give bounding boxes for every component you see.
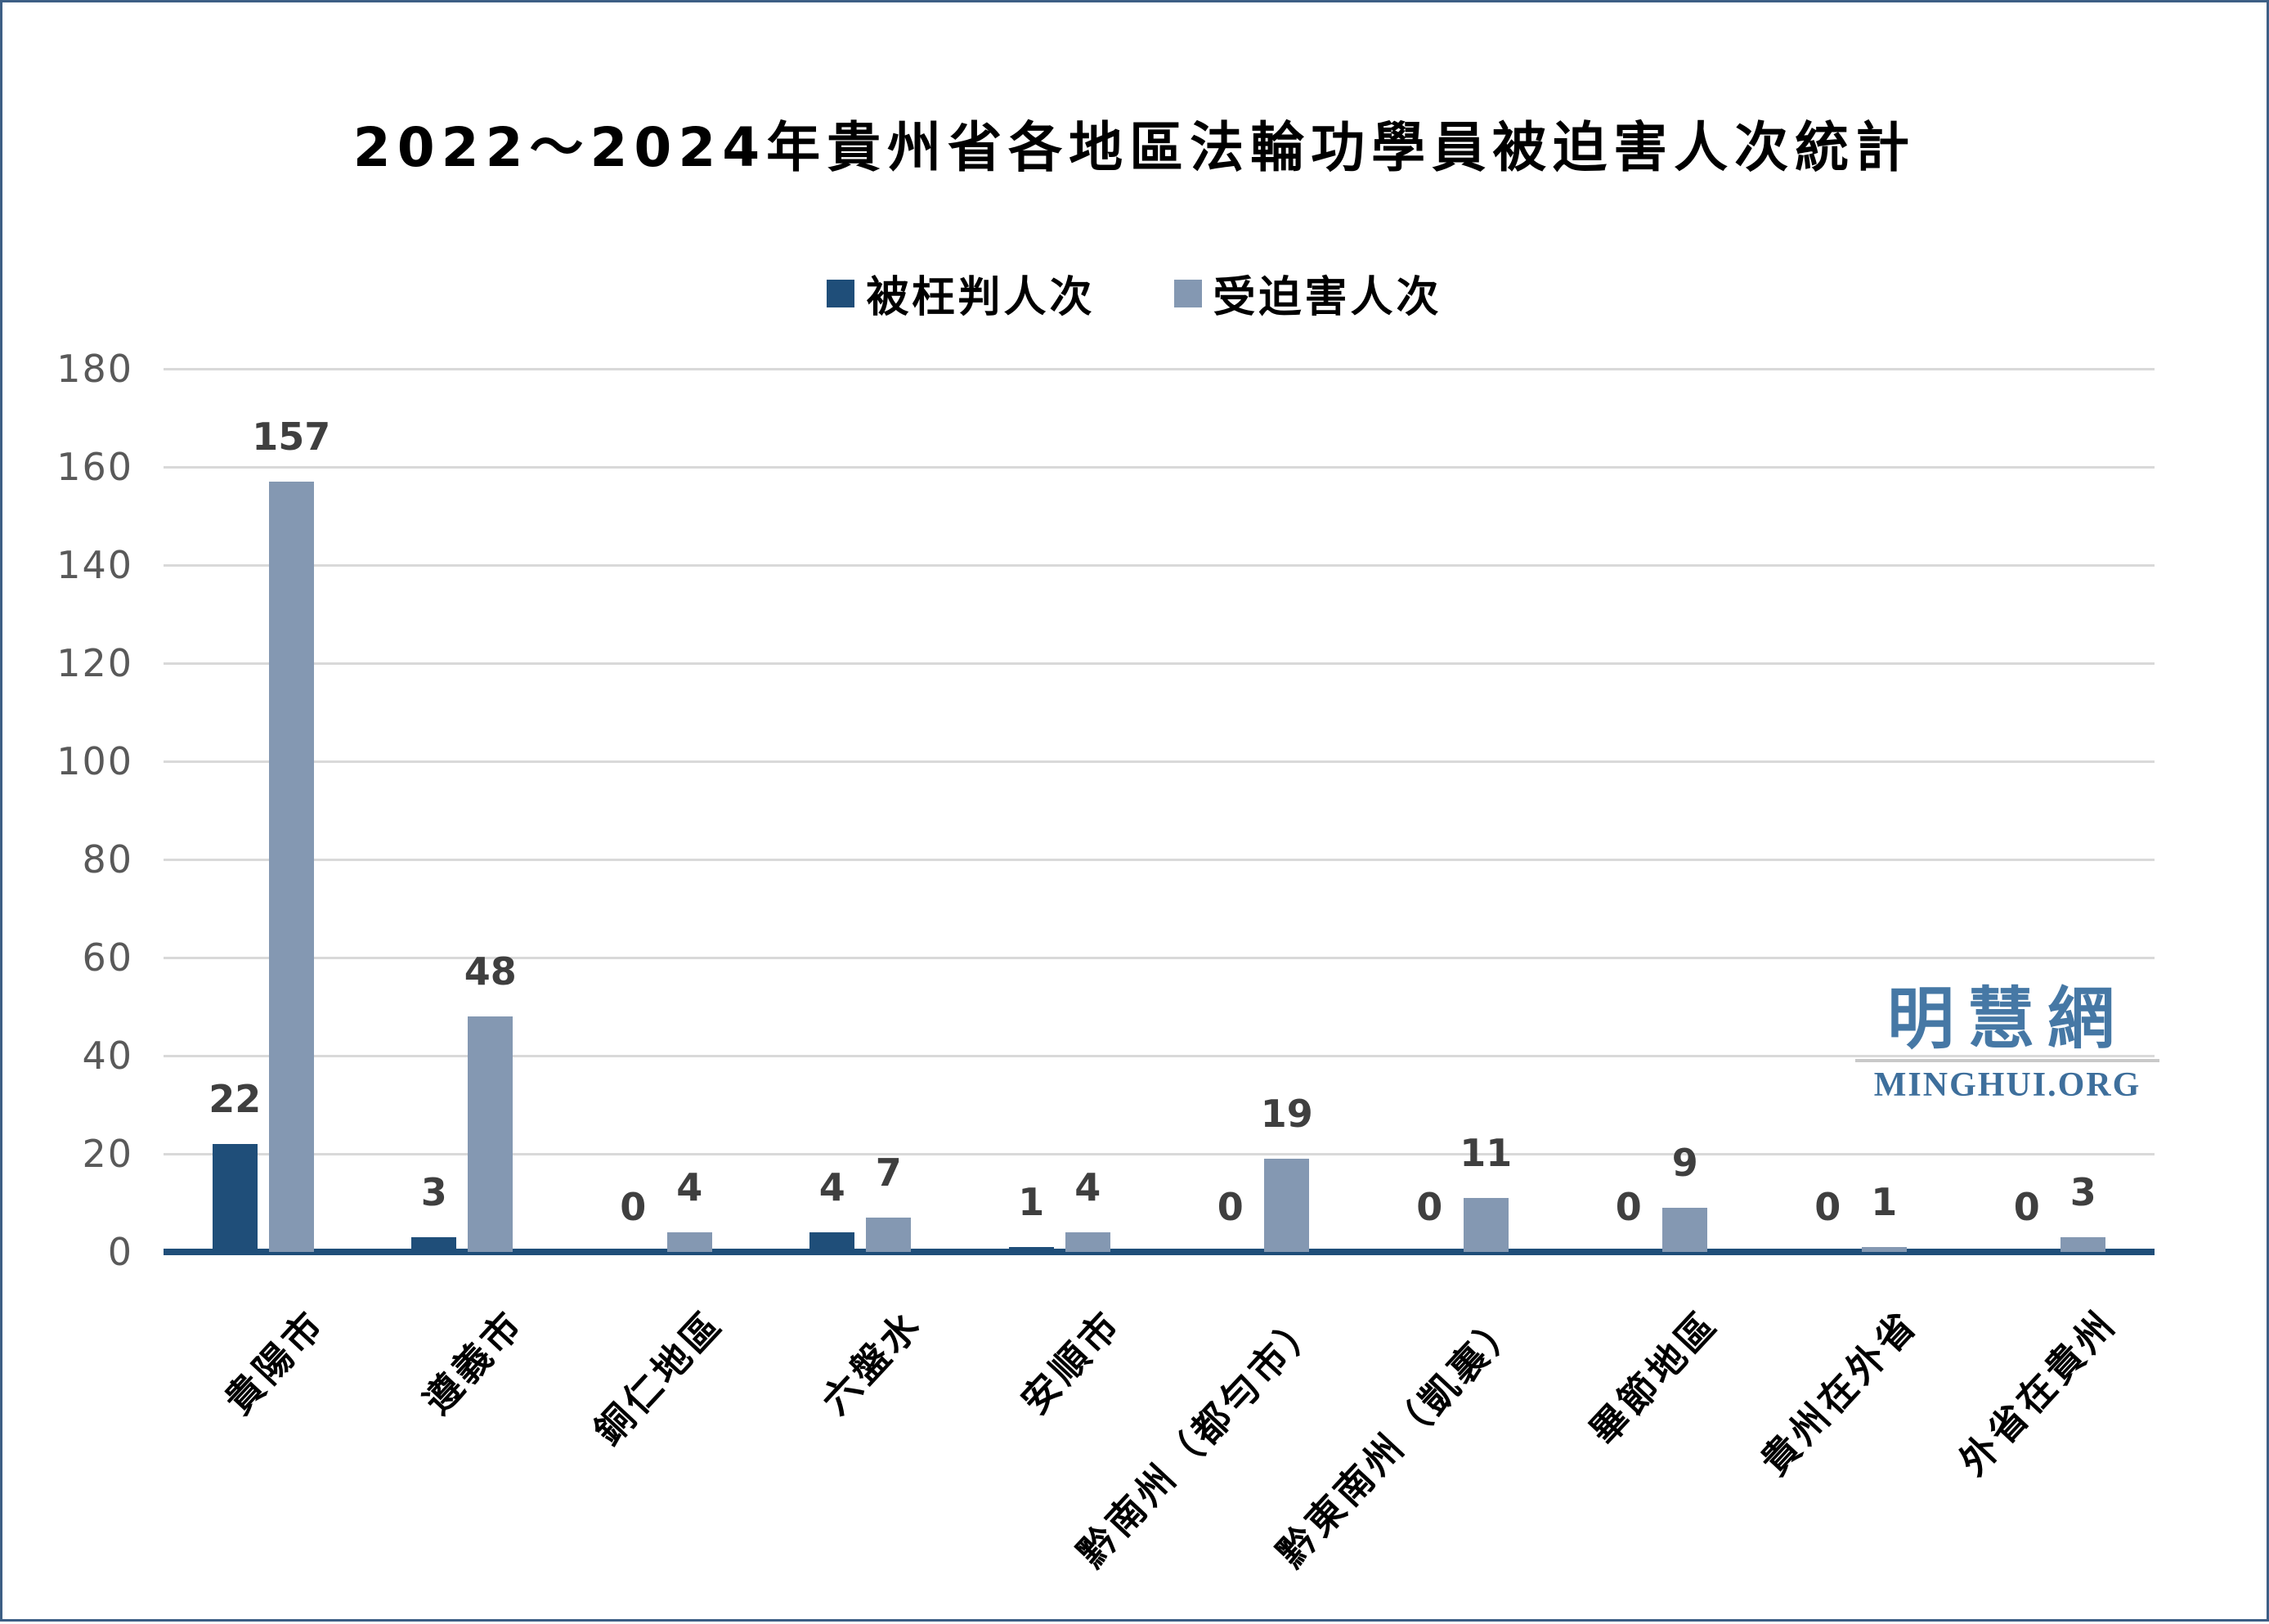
- y-axis-tick-label: 120: [56, 641, 133, 685]
- y-axis-tick-label: 60: [82, 935, 133, 980]
- legend-item-sentenced: 被枉判人次: [827, 262, 1095, 324]
- bar-value-label: 0: [1814, 1185, 1841, 1229]
- legend-swatch-light-icon: [1173, 279, 1202, 307]
- bar-value-label: 0: [1615, 1185, 1642, 1229]
- bar-persecuted: [1065, 1232, 1110, 1252]
- bar-value-label: 0: [2013, 1185, 2040, 1229]
- bar-value-label: 3: [420, 1170, 447, 1214]
- legend-swatch-dark-icon: [827, 279, 855, 307]
- gridline: [164, 859, 2155, 861]
- bar-value-label: 4: [1074, 1165, 1101, 1209]
- y-axis-tick-label: 0: [107, 1230, 133, 1274]
- bar-value-label: 0: [1416, 1185, 1443, 1229]
- category-label: 外省在貴州: [1950, 1301, 2126, 1484]
- legend-label-persecuted: 受迫害人次: [1213, 273, 1442, 322]
- bar-value-label: 19: [1260, 1092, 1313, 1136]
- y-axis-tick-label: 140: [56, 543, 133, 587]
- category-label: 銅仁地區: [585, 1301, 732, 1454]
- chart-title: 2022～2024年貴州省各地區法輪功學員被迫害人次統計: [352, 116, 1917, 179]
- bar-sentenced: [212, 1144, 258, 1252]
- bar-sentenced: [411, 1237, 457, 1252]
- bar-value-label: 9: [1671, 1141, 1698, 1185]
- bar-persecuted: [1264, 1159, 1310, 1252]
- y-axis-tick-label: 80: [82, 837, 133, 882]
- bar-value-label: 4: [818, 1165, 845, 1209]
- bar-sentenced: [1008, 1247, 1054, 1252]
- bar-value-label: 4: [676, 1165, 703, 1209]
- legend-item-persecuted: 受迫害人次: [1173, 262, 1442, 324]
- bar-sentenced: [809, 1232, 855, 1252]
- bar-value-label: 1: [1871, 1180, 1898, 1224]
- bar-persecuted: [866, 1218, 912, 1252]
- bar-value-label: 11: [1460, 1131, 1513, 1175]
- y-axis-tick-label: 160: [56, 445, 133, 489]
- category-label: 畢節地區: [1581, 1301, 1728, 1454]
- bar-value-label: 157: [252, 415, 331, 459]
- legend-label-sentenced: 被枉判人次: [866, 273, 1096, 322]
- y-axis-tick-label: 40: [82, 1034, 133, 1078]
- bar-value-label: 0: [620, 1185, 647, 1229]
- legend: 被枉判人次 受迫害人次: [2, 262, 2267, 324]
- gridline: [164, 466, 2155, 469]
- bar-value-label: 7: [875, 1151, 902, 1195]
- bar-persecuted: [468, 1016, 513, 1252]
- gridline: [164, 957, 2155, 959]
- bar-persecuted: [2060, 1237, 2106, 1252]
- bar-persecuted: [1861, 1247, 1907, 1252]
- gridline: [164, 564, 2155, 567]
- gridline: [164, 1055, 2155, 1057]
- gridline: [164, 662, 2155, 665]
- watermark-latin-text: MINGHUI.ORG: [1873, 1066, 2141, 1104]
- bar-value-label: 22: [209, 1077, 262, 1121]
- gridline: [164, 760, 2155, 763]
- bar-persecuted: [1463, 1198, 1509, 1252]
- gridline: [164, 368, 2155, 370]
- gridline: [164, 1153, 2155, 1155]
- bar-value-label: 0: [1217, 1185, 1244, 1229]
- x-axis-line: [164, 1249, 2155, 1255]
- bar-persecuted: [666, 1232, 712, 1252]
- bar-value-label: 3: [2069, 1170, 2096, 1214]
- bar-persecuted: [268, 482, 314, 1252]
- y-axis-tick-label: 100: [56, 739, 133, 783]
- y-axis-tick-label: 20: [82, 1132, 133, 1176]
- bar-value-label: 1: [1018, 1180, 1045, 1224]
- category-label: 六盤水: [813, 1301, 931, 1423]
- watermark-divider: [1855, 1059, 2159, 1062]
- category-label: 貴州在外省: [1751, 1301, 1926, 1484]
- y-axis-tick-label: 180: [56, 347, 133, 391]
- category-label: 貴陽市: [215, 1301, 334, 1423]
- category-label: 安順市: [1011, 1301, 1130, 1423]
- category-label: 遵義市: [415, 1301, 533, 1423]
- bar-value-label: 48: [464, 949, 517, 994]
- watermark-cjk-text: 明慧網: [1886, 980, 2128, 1058]
- bar-persecuted: [1662, 1208, 1708, 1252]
- watermark: 明慧網 MINGHUI.ORG: [1855, 982, 2159, 1105]
